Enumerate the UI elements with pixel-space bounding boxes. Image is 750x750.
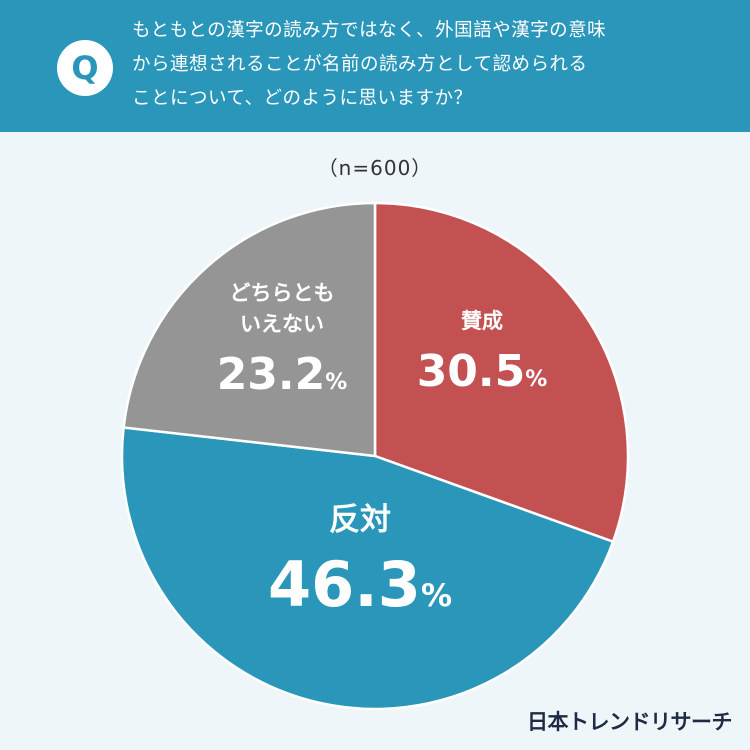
slice-value-label: 30.5% (417, 346, 548, 397)
question-banner: Q もともとの漢字の読み方ではなく、外国語や漢字の意味 から連想されることが名前… (0, 0, 750, 132)
question-line: から連想されることが名前の読み方として認められる (132, 54, 588, 75)
slice-oppose (120, 426, 615, 711)
brand-logo: 日本トレンドリサーチ (527, 710, 733, 734)
slice-value-label: 46.3% (268, 548, 452, 621)
question-badge: Q (57, 40, 113, 96)
question-line: ことについて、どのように思いますか？ (132, 88, 473, 109)
question-line: もともとの漢字の読み方ではなく、外国語や漢字の意味 (132, 20, 607, 41)
slice-agree (373, 201, 630, 543)
slice-label: どちらともいえない (230, 281, 335, 336)
slice-value-label: 23.2% (217, 349, 348, 400)
slice-neutral (122, 201, 377, 458)
slice-label: 賛成 (461, 309, 503, 333)
slice-label: 反対 (329, 502, 391, 538)
sample-size-label: （n=600） (317, 156, 433, 180)
question-text: もともとの漢字の読み方ではなく、外国語や漢字の意味 から連想されることが名前の読… (132, 14, 732, 116)
